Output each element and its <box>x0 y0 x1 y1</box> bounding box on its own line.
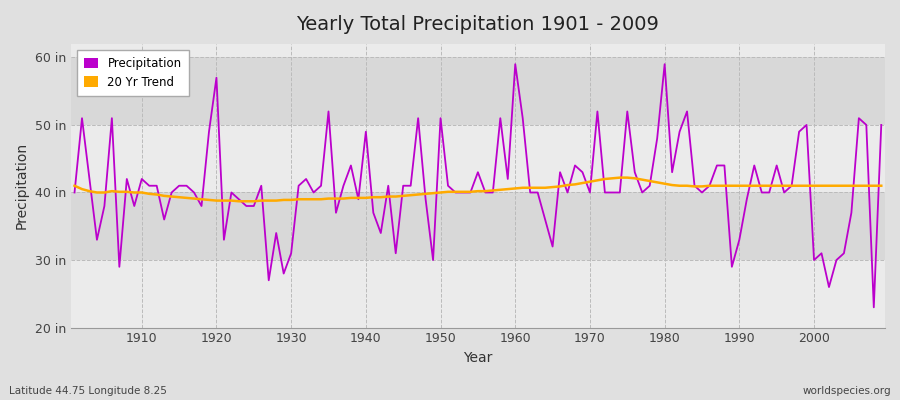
Text: Latitude 44.75 Longitude 8.25: Latitude 44.75 Longitude 8.25 <box>9 386 166 396</box>
Bar <box>71 0 885 57</box>
Bar <box>71 192 885 260</box>
Bar <box>71 57 885 125</box>
Bar <box>71 125 885 192</box>
Title: Yearly Total Precipitation 1901 - 2009: Yearly Total Precipitation 1901 - 2009 <box>296 15 660 34</box>
Text: worldspecies.org: worldspecies.org <box>803 386 891 396</box>
Bar <box>71 260 885 328</box>
Legend: Precipitation, 20 Yr Trend: Precipitation, 20 Yr Trend <box>76 50 189 96</box>
X-axis label: Year: Year <box>464 351 492 365</box>
Y-axis label: Precipitation: Precipitation <box>15 142 29 229</box>
